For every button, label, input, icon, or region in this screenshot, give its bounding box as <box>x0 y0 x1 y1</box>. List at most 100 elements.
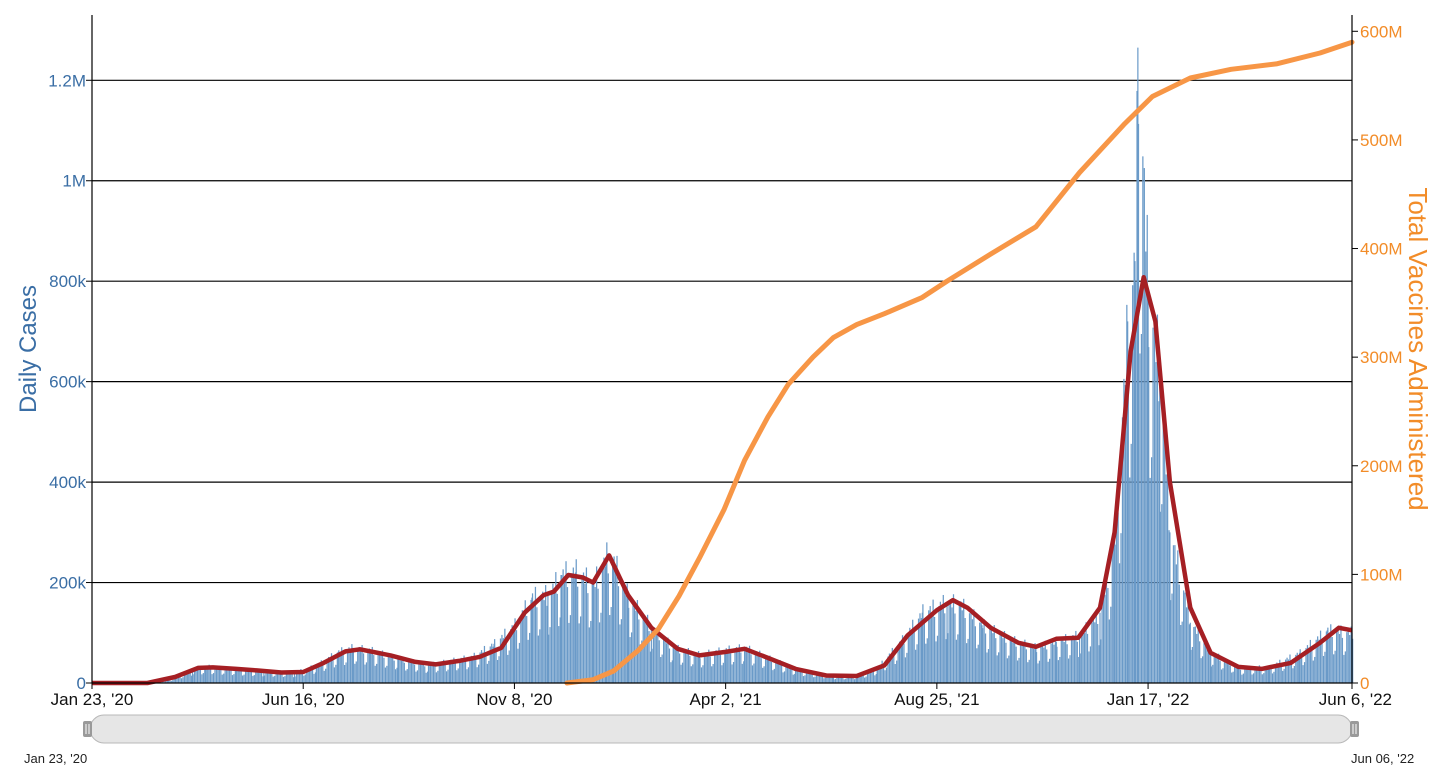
daily-case-bar <box>1315 639 1317 683</box>
daily-case-bar <box>949 599 952 683</box>
tick-labels: 0 200k 400k 600k 800k 1M 1.2M 0 100M 200M 300M 400M… <box>48 22 1402 709</box>
daily-case-bar <box>282 676 285 683</box>
daily-case-bar <box>769 655 771 683</box>
right-tick-label: 600M <box>1360 22 1403 41</box>
daily-case-bar <box>1260 669 1262 683</box>
daily-case-bar <box>166 680 168 683</box>
range-navigator[interactable]: Jan 23, '20 Jun 06, '22 <box>24 714 1414 766</box>
daily-case-bar <box>170 680 172 683</box>
daily-case-bar <box>411 662 413 683</box>
daily-case-bar <box>655 634 657 683</box>
daily-case-bar <box>670 662 672 683</box>
daily-case-bar <box>374 665 376 683</box>
daily-case-bar <box>207 667 209 683</box>
daily-case-bar <box>1210 666 1212 683</box>
daily-case-bar <box>906 652 908 683</box>
daily-case-bar <box>861 673 863 683</box>
daily-case-bar <box>1133 252 1135 684</box>
daily-case-bar <box>872 671 874 683</box>
daily-case-bar <box>1140 334 1143 683</box>
daily-case-bar <box>1053 644 1055 683</box>
right-tick-label: 500M <box>1360 131 1403 150</box>
daily-case-bar <box>467 667 470 683</box>
daily-case-bar <box>431 665 433 683</box>
daily-case-bar <box>925 643 927 683</box>
daily-case-bar <box>1016 660 1019 683</box>
daily-case-bar <box>657 627 659 683</box>
daily-case-bar <box>1014 636 1016 683</box>
navigator-left-handle[interactable] <box>83 721 92 737</box>
daily-case-bar <box>622 583 624 683</box>
daily-case-bar <box>1322 655 1325 683</box>
daily-case-bar <box>492 646 494 683</box>
daily-case-bar <box>724 650 726 683</box>
daily-case-bar <box>891 647 893 683</box>
daily-case-bar <box>788 666 790 683</box>
daily-case-bar <box>919 613 921 683</box>
daily-case-bar <box>1110 606 1112 683</box>
daily-case-bar <box>649 651 652 683</box>
daily-case-bar <box>817 672 819 683</box>
daily-case-bar <box>610 607 612 683</box>
daily-case-bar <box>834 678 837 683</box>
daily-case-bar <box>193 668 196 683</box>
daily-case-bar <box>607 573 609 683</box>
daily-case-bar <box>173 677 175 683</box>
daily-case-bar <box>1190 649 1192 683</box>
daily-case-bar <box>1035 652 1038 683</box>
daily-case-bar <box>1044 640 1046 683</box>
navigator-right-handle[interactable] <box>1350 721 1359 737</box>
daily-case-bar <box>660 657 662 683</box>
daily-case-bar <box>316 665 318 683</box>
daily-case-bar <box>393 660 395 683</box>
daily-case-bar <box>1142 156 1144 684</box>
daily-case-bar <box>259 669 261 683</box>
daily-case-bar <box>416 670 419 683</box>
daily-case-bar <box>310 665 312 683</box>
daily-case-bar <box>376 663 378 683</box>
daily-case-bar <box>297 670 299 683</box>
daily-case-bar <box>856 675 858 683</box>
daily-case-bar <box>383 657 385 683</box>
daily-case-bar <box>195 667 197 683</box>
daily-case-bar <box>830 675 832 683</box>
total-vaccines-path <box>564 39 1355 686</box>
daily-case-bar <box>1317 636 1319 683</box>
daily-case-bar <box>313 673 315 683</box>
daily-case-bar <box>209 668 212 683</box>
daily-case-bar <box>403 662 405 683</box>
daily-case-bar <box>540 596 542 683</box>
daily-case-bar <box>1065 634 1067 683</box>
daily-case-bar <box>1075 630 1077 683</box>
daily-case-bar <box>1123 378 1125 683</box>
daily-case-bar <box>1333 654 1335 683</box>
daily-case-bar <box>464 661 467 683</box>
daily-case-bar <box>987 649 990 683</box>
daily-case-bar <box>1107 587 1109 683</box>
daily-case-bar <box>1180 624 1182 683</box>
daily-case-bar <box>293 677 295 683</box>
daily-case-bar <box>1225 659 1227 683</box>
daily-case-bar <box>400 660 403 683</box>
daily-case-bar <box>810 670 812 683</box>
left-tick-label: 1M <box>62 172 86 191</box>
daily-case-bar <box>460 657 462 683</box>
daily-case-bar <box>1089 646 1092 683</box>
daily-case-bar <box>279 670 282 683</box>
daily-case-bar <box>727 651 729 683</box>
daily-case-bar <box>1334 650 1336 683</box>
daily-case-bar <box>931 612 933 683</box>
daily-case-bar <box>944 613 946 683</box>
daily-case-bar <box>515 630 518 683</box>
daily-case-bar <box>1165 474 1167 683</box>
daily-case-bar <box>1219 660 1221 683</box>
daily-case-bar <box>574 578 576 683</box>
daily-case-bar <box>1232 671 1234 683</box>
daily-case-bar <box>642 616 644 683</box>
navigator-track[interactable] <box>89 714 1353 744</box>
daily-case-bar <box>901 635 904 683</box>
daily-case-bar <box>224 667 226 683</box>
daily-case-bar <box>582 572 585 683</box>
daily-case-bar <box>1324 651 1326 683</box>
